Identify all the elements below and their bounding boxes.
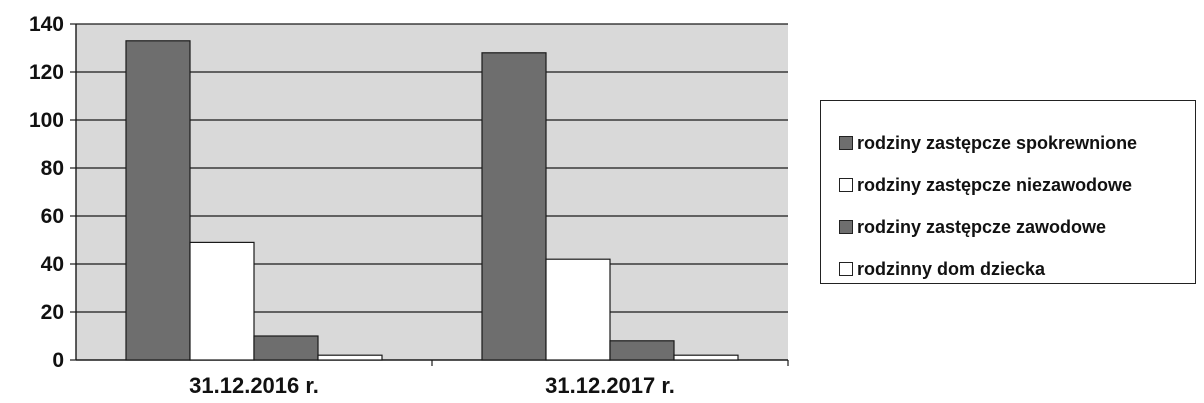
legend-item: rodzinny dom dziecka <box>839 257 1045 281</box>
bar <box>190 242 254 360</box>
y-tick-label: 120 <box>29 61 64 84</box>
y-tick-label: 0 <box>52 349 64 372</box>
x-category-label: 31.12.2017 r. <box>545 373 675 398</box>
bar <box>318 355 382 360</box>
plot-area <box>76 24 788 360</box>
y-tick-label: 100 <box>29 109 64 132</box>
bar <box>674 355 738 360</box>
y-tick-label: 20 <box>41 301 64 324</box>
y-axis: 0 20 40 60 80 100 120 140 <box>29 13 76 372</box>
legend-swatch <box>839 178 853 192</box>
bar <box>546 259 610 360</box>
legend-item: rodziny zastępcze spokrewnione <box>839 131 1137 155</box>
y-tick-label: 40 <box>41 253 64 276</box>
bar <box>482 53 546 360</box>
legend-label: rodziny zastępcze niezawodowe <box>857 175 1132 196</box>
y-tick-label: 60 <box>41 205 64 228</box>
y-tick-label: 80 <box>41 157 64 180</box>
y-tick-label: 140 <box>29 13 64 36</box>
bar <box>126 41 190 360</box>
legend-swatch <box>839 262 853 276</box>
x-category-label: 31.12.2016 r. <box>189 373 319 398</box>
bar <box>254 336 318 360</box>
legend-label: rodziny zastępcze spokrewnione <box>857 133 1137 154</box>
legend-item: rodziny zastępcze niezawodowe <box>839 173 1132 197</box>
x-axis: 31.12.2016 r. 31.12.2017 r. <box>189 360 788 398</box>
legend: rodziny zastępcze spokrewnione rodziny z… <box>820 100 1196 284</box>
legend-label: rodziny zastępcze zawodowe <box>857 217 1106 238</box>
bar <box>610 341 674 360</box>
legend-swatch <box>839 136 853 150</box>
legend-item: rodziny zastępcze zawodowe <box>839 215 1106 239</box>
legend-label: rodzinny dom dziecka <box>857 259 1045 280</box>
legend-swatch <box>839 220 853 234</box>
